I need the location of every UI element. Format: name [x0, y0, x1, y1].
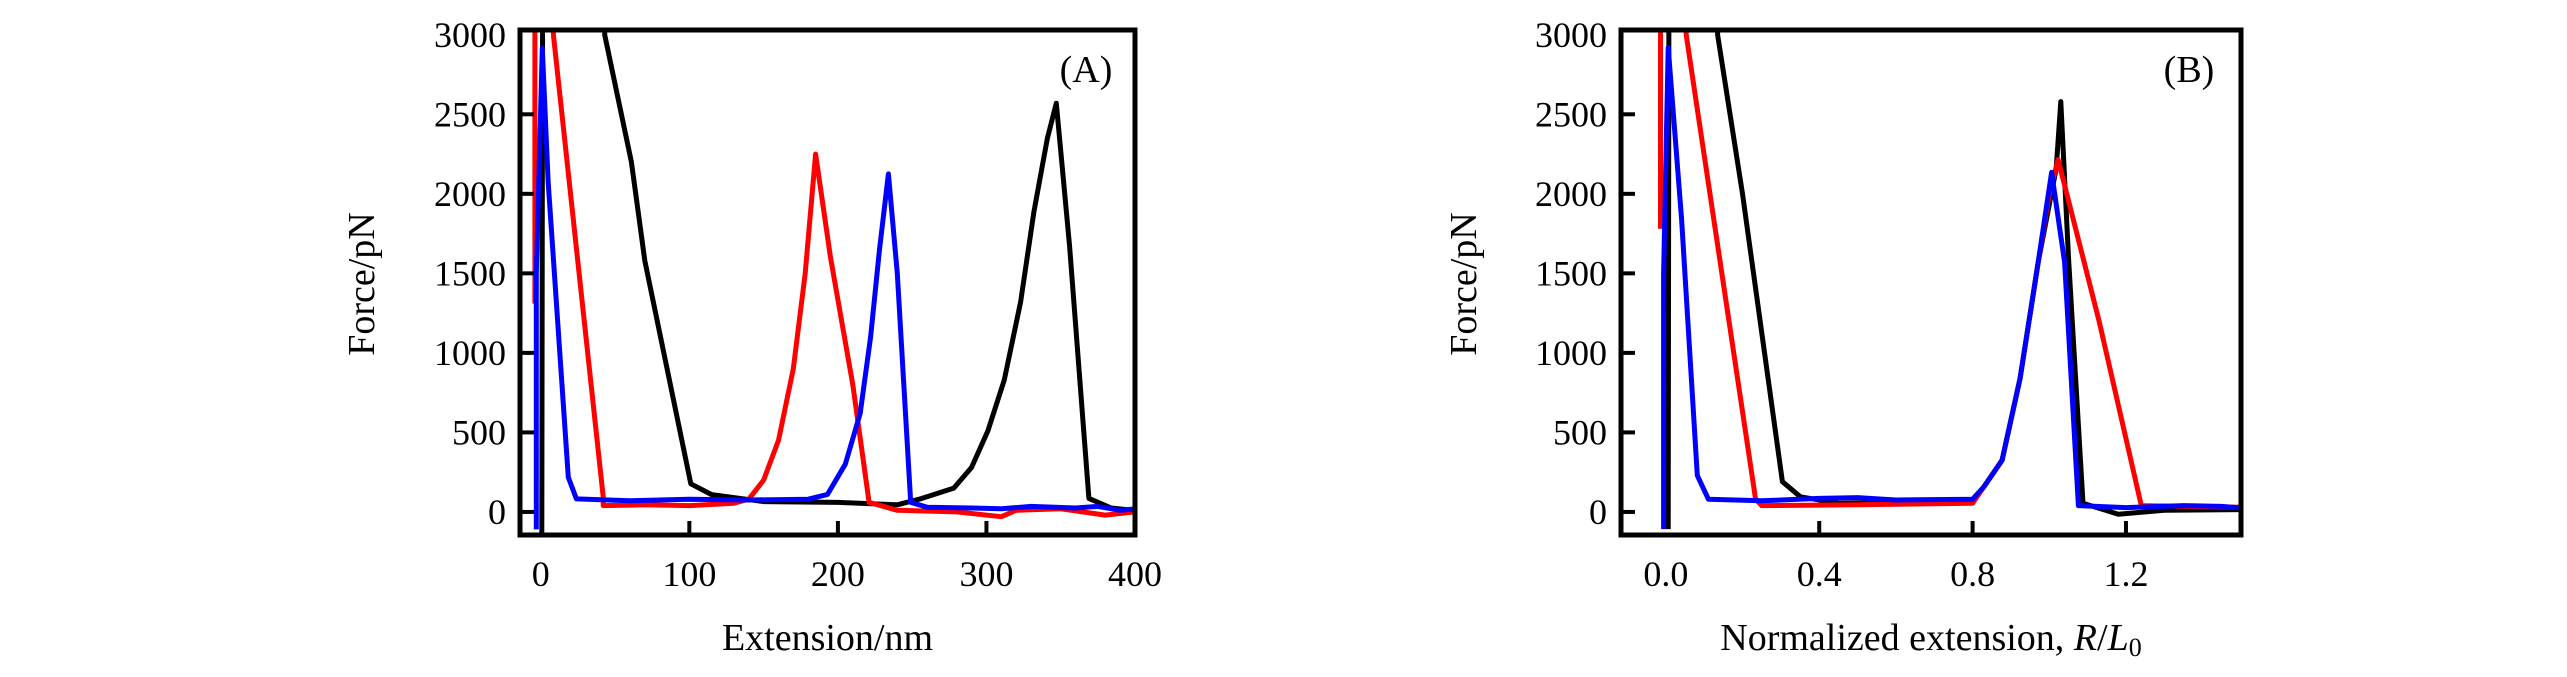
y-tick-label: 1000	[434, 333, 506, 373]
y-tick-label: 1500	[1535, 253, 1607, 293]
y-tick-label: 0	[1589, 492, 1607, 532]
series-group	[532, 30, 1135, 535]
y-tick-label: 3000	[434, 15, 506, 55]
x-tick-label: 0	[532, 554, 550, 594]
x-axis-label-var-l: L	[2107, 617, 2129, 659]
series-group	[1658, 30, 2241, 530]
series-line-black	[1665, 30, 2241, 530]
y-tick-label: 500	[1553, 412, 1607, 452]
x-tick-label: 1.2	[2103, 554, 2148, 594]
series-line-blue	[1661, 45, 2241, 530]
x-tick-label: 0.8	[1950, 554, 1995, 594]
x-tick-label: 400	[1108, 554, 1162, 594]
y-tick-label: 1500	[434, 253, 506, 293]
plot-frame	[517, 27, 1138, 538]
panel-label: (A)	[1060, 49, 1113, 91]
panel-a: 0 500 1000 1500 2000 2500 3000 0 100 200 300 400 Ext…	[341, 15, 1162, 659]
x-tick-label: 100	[662, 554, 716, 594]
x-axis-label: Normalized extension, R/L0	[1720, 617, 2141, 662]
plot-frame	[1618, 27, 2244, 538]
x-tick-label: 300	[959, 554, 1013, 594]
x-axis-label-var-r: R	[2073, 617, 2097, 659]
y-tick-label: 1000	[1535, 333, 1607, 373]
x-axis-label: Extension/nm	[722, 617, 933, 659]
y-tick-label: 2500	[434, 94, 506, 134]
y-axis-label: Force/pN	[341, 212, 383, 356]
y-tick-label: 2000	[434, 174, 506, 214]
x-axis-label-slash: /	[2097, 617, 2108, 659]
x-axis-label-text: Extension/nm	[722, 617, 933, 659]
y-tick-label: 500	[452, 412, 506, 452]
x-axis-label-subscript: 0	[2129, 633, 2142, 662]
x-tick-label: 0.4	[1797, 554, 1842, 594]
panel-b: 0 500 1000 1500 2000 2500 3000 0.0 0.4 0.8 1.2 Norm…	[1443, 15, 2244, 662]
x-tick-label: 200	[811, 554, 865, 594]
x-axis-label-text: Normalized extension,	[1720, 617, 2074, 659]
series-line-red	[1658, 30, 2241, 510]
y-tick-label: 0	[488, 492, 506, 532]
y-tick-label: 2000	[1535, 174, 1607, 214]
y-tick-label: 3000	[1535, 15, 1607, 55]
series-line-red	[532, 30, 1135, 520]
y-tick-label: 2500	[1535, 94, 1607, 134]
panel-label: (B)	[2164, 49, 2215, 91]
series-line-blue	[533, 45, 1135, 530]
x-tick-label: 0.0	[1643, 554, 1688, 594]
y-axis-label: Force/pN	[1443, 212, 1485, 356]
series-line-black	[539, 30, 1135, 535]
